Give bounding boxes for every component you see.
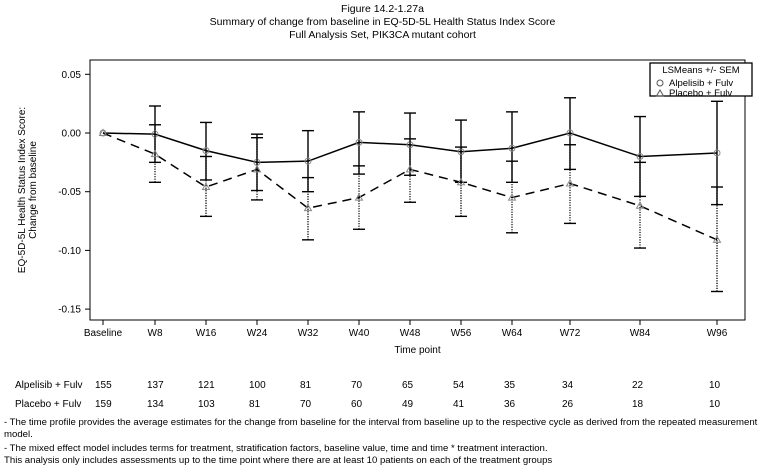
chart-subtitle: Full Analysis Set, PIK3CA mutant cohort [289, 29, 476, 41]
x-axis-label: Time point [394, 345, 441, 356]
x-tick-label: W96 [707, 328, 728, 339]
count-cell: 100 [249, 380, 266, 391]
legend-box [649, 62, 753, 97]
figure-number: Figure 14.2-1.27a [341, 3, 424, 15]
count-cell: 49 [402, 399, 414, 410]
x-tick-label: W56 [451, 328, 472, 339]
footnote-2: - The mixed effect model includes terms … [4, 443, 548, 454]
x-tick-label: W16 [196, 328, 217, 339]
count-cell: 10 [709, 380, 721, 391]
count-cell: 70 [351, 380, 363, 391]
data-point-circle [566, 129, 574, 137]
count-cell: 103 [198, 399, 215, 410]
series-line [102, 132, 718, 164]
data-point-triangle [201, 182, 211, 191]
count-cell: 26 [562, 399, 574, 410]
chart-title: Summary of change from baseline in EQ-5D… [209, 16, 556, 28]
legend-title: LSMeans +/- SEM [662, 65, 739, 76]
count-cell: 155 [95, 380, 112, 391]
data-point-triangle [252, 164, 262, 173]
data-point-triangle [405, 164, 415, 173]
x-tick-label: Baseline [84, 328, 123, 339]
data-point-triangle [98, 128, 108, 136]
legend-label: Alpelisib + Fulv [669, 78, 733, 89]
count-cell: 18 [632, 399, 644, 410]
legend-triangle-icon [655, 89, 665, 97]
legend-circle-icon [656, 79, 664, 87]
y-tick-label: 0.05 [62, 70, 82, 81]
count-row-label: Alpelisib + Fulv [15, 380, 83, 391]
count-cell: 35 [504, 380, 516, 391]
data-point-triangle [354, 193, 364, 201]
y-tick-label: 0.00 [62, 129, 82, 140]
count-cell: 54 [453, 380, 465, 391]
count-cell: 65 [402, 380, 414, 391]
y-tick-label: -0.05 [58, 187, 81, 198]
count-cell: 10 [709, 399, 721, 410]
x-tick-label: W40 [349, 328, 370, 339]
data-point-triangle [565, 178, 575, 187]
count-cell: 41 [453, 399, 465, 410]
data-point-circle [202, 147, 210, 155]
data-point-triangle [150, 149, 160, 158]
count-cell: 81 [249, 399, 261, 410]
data-point-circle [636, 152, 644, 160]
data-point-circle [304, 157, 312, 165]
x-tick-label: W24 [247, 328, 268, 339]
data-point-triangle [303, 203, 313, 212]
count-cell: 81 [300, 380, 312, 391]
count-cell: 70 [300, 399, 312, 410]
y-axis-label: Change from baseline [28, 141, 39, 239]
count-cell: 36 [504, 399, 516, 410]
count-cell: 22 [632, 380, 644, 391]
count-cell: 60 [351, 399, 363, 410]
x-tick-label: W8 [148, 328, 163, 339]
y-tick-label: -0.10 [58, 246, 81, 257]
data-point-triangle [635, 201, 645, 209]
data-point-circle [713, 149, 721, 157]
data-point-triangle [456, 177, 466, 186]
count-row-label: Placebo + Fulv [15, 399, 82, 410]
count-cell: 137 [147, 380, 164, 391]
count-cell: 34 [562, 380, 574, 391]
x-tick-label: W48 [400, 328, 421, 339]
footnote-1: - The time profile provides the average … [4, 417, 758, 440]
data-point-circle [355, 138, 363, 146]
x-tick-label: W64 [502, 328, 523, 339]
plot-frame [89, 59, 746, 321]
footnote-3: This analysis only includes assessments … [4, 455, 553, 466]
x-tick-label: W84 [630, 328, 651, 339]
count-cell: 159 [95, 399, 112, 410]
x-tick-label: W72 [560, 328, 581, 339]
data-point-triangle [712, 235, 722, 243]
y-axis-label: EQ-5D-5L Health Status Index Score: [17, 107, 28, 273]
legend-label: Placebo + Fulv [669, 88, 732, 99]
series-line [102, 132, 718, 241]
count-cell: 134 [147, 399, 164, 410]
count-cell: 121 [198, 380, 215, 391]
data-point-triangle [507, 193, 517, 201]
x-tick-label: W32 [298, 328, 319, 339]
y-tick-label: -0.15 [58, 305, 81, 316]
data-point-circle [508, 144, 516, 152]
